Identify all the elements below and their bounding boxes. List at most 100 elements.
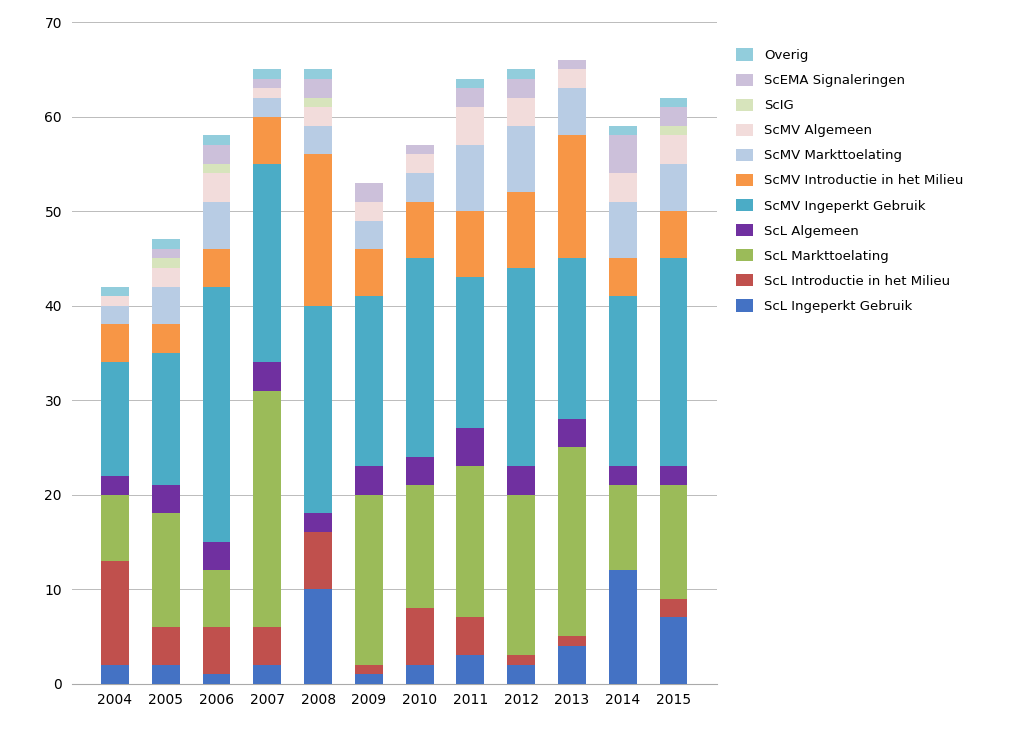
Bar xyxy=(659,258,687,466)
Bar xyxy=(152,287,179,324)
Bar xyxy=(253,164,282,362)
Bar xyxy=(152,249,179,258)
Bar xyxy=(507,192,536,268)
Bar xyxy=(304,154,332,306)
Bar xyxy=(203,570,230,627)
Bar xyxy=(203,173,230,201)
Bar xyxy=(355,249,383,296)
Bar xyxy=(457,277,484,429)
Bar xyxy=(101,664,129,684)
Bar xyxy=(558,69,586,88)
Bar xyxy=(659,164,687,211)
Bar xyxy=(304,107,332,126)
Bar xyxy=(609,135,637,173)
Bar xyxy=(659,598,687,617)
Bar xyxy=(507,495,536,655)
Bar xyxy=(203,287,230,542)
Bar xyxy=(457,145,484,211)
Bar xyxy=(355,220,383,249)
Bar xyxy=(101,306,129,324)
Bar xyxy=(659,617,687,684)
Bar xyxy=(609,258,637,296)
Bar xyxy=(355,664,383,674)
Bar xyxy=(457,655,484,684)
Bar xyxy=(457,79,484,88)
Bar xyxy=(253,79,282,88)
Bar xyxy=(203,145,230,164)
Bar xyxy=(101,495,129,561)
Bar xyxy=(406,485,433,608)
Bar xyxy=(152,353,179,485)
Bar xyxy=(609,570,637,684)
Bar xyxy=(507,69,536,79)
Bar xyxy=(355,201,383,220)
Bar xyxy=(609,296,637,466)
Bar xyxy=(152,514,179,627)
Bar xyxy=(203,674,230,684)
Bar xyxy=(253,390,282,627)
Bar xyxy=(457,617,484,655)
Bar xyxy=(659,135,687,164)
Bar xyxy=(101,287,129,296)
Bar xyxy=(406,258,433,456)
Bar xyxy=(507,466,536,495)
Bar xyxy=(253,69,282,79)
Bar xyxy=(101,362,129,476)
Bar xyxy=(253,117,282,164)
Bar xyxy=(457,466,484,617)
Bar xyxy=(406,664,433,684)
Bar xyxy=(152,268,179,287)
Bar xyxy=(304,126,332,154)
Bar xyxy=(609,485,637,570)
Bar xyxy=(558,88,586,135)
Bar xyxy=(609,126,637,135)
Bar xyxy=(304,79,332,98)
Bar xyxy=(152,664,179,684)
Bar xyxy=(304,98,332,107)
Bar xyxy=(659,466,687,485)
Bar xyxy=(659,485,687,598)
Bar xyxy=(558,419,586,448)
Bar xyxy=(203,164,230,173)
Bar xyxy=(507,268,536,466)
Bar xyxy=(253,88,282,98)
Bar xyxy=(203,249,230,287)
Legend: Overig, ScEMA Signaleringen, ScIG, ScMV Algemeen, ScMV Markttoelating, ScMV Intr: Overig, ScEMA Signaleringen, ScIG, ScMV … xyxy=(736,49,964,312)
Bar xyxy=(203,201,230,249)
Bar xyxy=(304,69,332,79)
Bar xyxy=(355,296,383,466)
Bar xyxy=(609,201,637,258)
Bar xyxy=(659,98,687,107)
Bar xyxy=(507,79,536,98)
Bar xyxy=(406,145,433,154)
Bar xyxy=(406,173,433,201)
Bar xyxy=(152,627,179,664)
Bar xyxy=(203,135,230,145)
Bar xyxy=(203,542,230,570)
Bar xyxy=(152,258,179,268)
Bar xyxy=(659,107,687,126)
Bar xyxy=(406,456,433,485)
Bar xyxy=(355,495,383,664)
Bar xyxy=(304,514,332,532)
Bar xyxy=(304,589,332,684)
Bar xyxy=(558,646,586,684)
Bar xyxy=(152,240,179,249)
Bar xyxy=(406,608,433,664)
Bar xyxy=(558,135,586,258)
Bar xyxy=(457,88,484,107)
Bar xyxy=(253,627,282,664)
Bar xyxy=(355,674,383,684)
Bar xyxy=(355,466,383,495)
Bar xyxy=(101,561,129,664)
Bar xyxy=(609,173,637,201)
Bar xyxy=(457,107,484,145)
Bar xyxy=(507,98,536,126)
Bar xyxy=(253,362,282,390)
Bar xyxy=(507,664,536,684)
Bar xyxy=(355,183,383,201)
Bar xyxy=(507,126,536,192)
Bar xyxy=(406,201,433,258)
Bar xyxy=(152,485,179,514)
Bar xyxy=(558,258,586,419)
